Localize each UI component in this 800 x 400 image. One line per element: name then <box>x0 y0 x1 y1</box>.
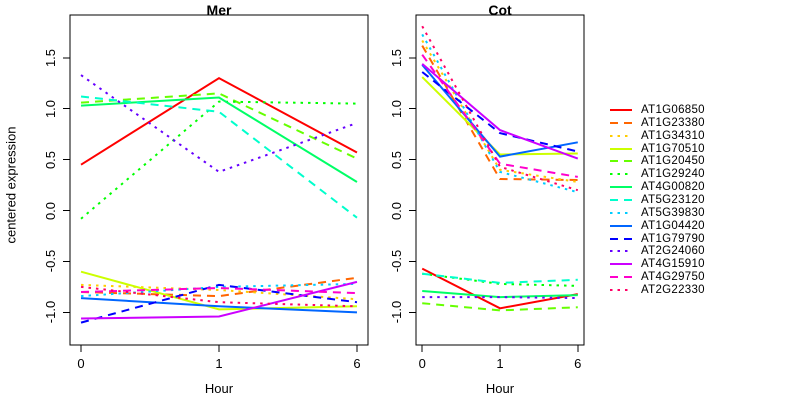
series-line-AT1G23380 <box>421 45 578 181</box>
series-line-AT1G23380 <box>80 276 358 298</box>
series-line-AT5G23120 <box>422 272 578 284</box>
series-line-AT1G20450 <box>80 92 358 160</box>
series-line-AT4G29750 <box>80 286 358 295</box>
x-tick-label: 6 <box>353 356 361 371</box>
x-axis-label-cot: Hour <box>485 381 515 396</box>
y-tick-label: -1.0 <box>43 301 58 324</box>
x-tick-label: 1 <box>215 356 223 371</box>
series-line-AT1G34310 <box>80 283 358 301</box>
y-tick-label: 1.0 <box>389 99 404 118</box>
x-tick-label: 1 <box>496 356 504 371</box>
y-tick-label: -0.5 <box>43 250 58 273</box>
series-line-AT5G39830 <box>421 33 579 194</box>
panel-title-cot: Cot <box>488 2 512 18</box>
series-line-AT4G00820 <box>422 290 578 299</box>
x-tick-label: 6 <box>574 356 582 371</box>
x-tick-label: 0 <box>77 356 85 371</box>
y-tick-label: -1.0 <box>389 301 404 324</box>
series-line-AT1G20450 <box>422 302 578 312</box>
y-tick-label: 0.5 <box>389 150 404 169</box>
series-line-AT1G04420 <box>421 64 578 158</box>
series-line-AT4G15910 <box>421 63 579 160</box>
series-line-AT2G24060 <box>422 296 578 300</box>
panel-title-mer: Mer <box>206 2 232 18</box>
x-tick-label: 0 <box>418 356 426 371</box>
y-tick-label: 1.5 <box>43 48 58 67</box>
series-line-AT1G79790 <box>80 283 358 324</box>
x-axis-label-mer: Hour <box>204 381 234 396</box>
series-line-AT1G70510 <box>80 270 357 311</box>
y-axis-label: centered expression <box>3 126 19 244</box>
y-tick-label: 1.5 <box>389 48 404 67</box>
series-line-AT4G15910 <box>81 280 358 320</box>
series-line-AT2G22330 <box>80 285 358 308</box>
y-tick-label: 0.0 <box>389 201 404 220</box>
series-line-AT5G39830 <box>80 282 357 298</box>
series-line-AT5G23120 <box>80 95 358 219</box>
series-line-AT1G06850 <box>80 76 358 166</box>
y-tick-label: -0.5 <box>389 250 404 273</box>
y-tick-label: 1.0 <box>43 99 58 118</box>
series-line-AT2G22330 <box>421 25 579 192</box>
panel-box-mer <box>69 14 369 346</box>
series-line-AT1G04420 <box>80 297 358 314</box>
series-line-AT4G29750 <box>421 54 578 178</box>
series-line-AT1G29240 <box>80 100 357 220</box>
y-tick-label: 0.5 <box>43 150 58 169</box>
series-line-AT1G06850 <box>421 267 578 310</box>
series-line-AT1G70510 <box>421 76 578 156</box>
series-line-AT4G00820 <box>80 96 358 183</box>
y-tick-label: 0.0 <box>43 201 58 220</box>
series-line-AT1G34310 <box>421 39 578 183</box>
